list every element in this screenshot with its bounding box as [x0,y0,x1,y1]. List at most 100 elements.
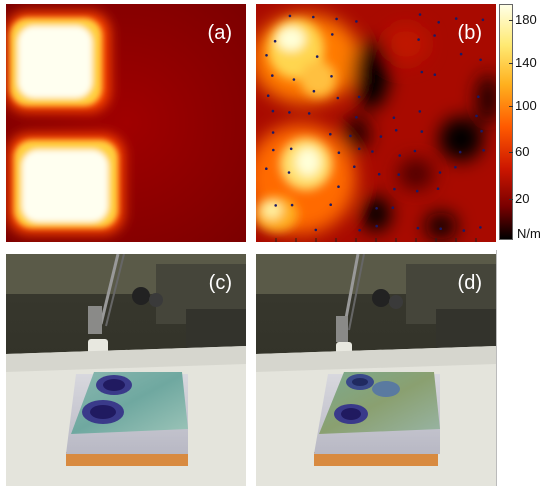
panel-b-heatmap: (b) [256,4,496,242]
sensor-dot [375,224,378,228]
sensor-dot [349,134,352,138]
colorbar-tickmark [509,63,513,64]
sensor-dot [357,95,361,99]
sensor-dot [462,229,466,232]
panel-a-label: (a) [207,22,232,44]
colorbar-unit: N/m [517,226,541,241]
colorbar-tick-180: 180 [515,12,537,27]
colorbar-tick-100: 100 [515,98,537,113]
sensor-dot [289,147,293,151]
sensor-dot [392,116,396,119]
sensor-dot [481,18,485,22]
sensor-dot [288,111,291,114]
sensor-dot [371,150,374,153]
sensor-dot [271,109,275,113]
sensor-dot [329,132,332,136]
panel-d-label: (d) [457,272,482,294]
sensor-dot [415,189,419,193]
sensor-dot [458,150,462,154]
sensor-dot [479,226,482,229]
panel-c-photo: (c) [6,254,246,486]
colorbar-tick-60: 60 [515,144,530,159]
sensor-dot [398,154,401,157]
sensor-dot [436,187,440,190]
sensor-dot [307,112,311,115]
sensor-dot [330,75,333,78]
panel-a-heatmap: (a) [6,4,246,242]
colorbar-gradient [499,4,513,240]
sensor-dot [357,147,361,151]
sensor-dot [437,21,440,24]
sensor-dot [335,17,338,21]
colorbar-tick-140: 140 [515,55,537,70]
sensor-dot [393,187,396,191]
colorbar-tickmark [509,152,513,153]
sensor-dot [337,151,341,154]
panel-divider [496,250,497,486]
sensor-dot [312,15,315,19]
sensor-dot [353,165,356,168]
sensor-dot [271,74,274,77]
sensor-dot [379,135,383,138]
sensor-dot [459,52,463,56]
sensor-dot [417,38,420,41]
sensor-dot [433,73,437,76]
sensor-dot [454,17,458,20]
sensor-dot [272,148,275,152]
sensor-dot [420,70,424,74]
sensor-dot [358,228,361,232]
axis-ticks [275,238,477,242]
sensor-dot [265,167,268,170]
panel-b-label: (b) [457,22,482,44]
sensor-dot [479,58,482,62]
sensor-dot [288,14,292,18]
photo-d-image [256,254,496,486]
sensor-dot [315,55,319,58]
colorbar-tickmark [509,199,513,200]
sensor-dot [336,96,340,100]
sensor-dot [273,39,277,43]
colorbar-tick-20: 20 [515,191,530,206]
sensor-dot [480,129,483,133]
sensor-dot [314,228,318,232]
sensor-dot [475,114,478,118]
sensor-dot [438,171,442,174]
sensor-dot [394,128,398,132]
heatmap-b-image [256,4,496,242]
sensor-dots [265,13,485,232]
sensor-dot [482,149,485,152]
sensor-dot [266,94,270,97]
sensor-dot [439,227,442,230]
sensor-dot [337,185,340,188]
sensor-dot [416,226,420,230]
sensor-dot [287,171,291,174]
sensor-dot [355,20,358,23]
sensor-dot [397,173,401,176]
sensor-dot [477,95,480,98]
sensor-dot [420,130,424,133]
sensor-dot [271,131,275,134]
sensor-dot [454,165,457,169]
sensor-dot [413,149,417,153]
panel-c-label: (c) [208,272,232,294]
sensor-dot [418,110,422,113]
photo-c-image [6,254,246,486]
sensor-dot [377,172,381,176]
sensor-dot [458,35,462,39]
sensor-dot [312,89,316,93]
sensor-dot [292,78,296,81]
sensor-dot [329,203,332,206]
sensor-dot [265,54,268,57]
colorbar: 180 140 100 60 20 N/m [497,4,545,242]
colorbar-tickmark [509,106,513,107]
sensor-dot [274,204,277,207]
sensor-dot [290,203,294,207]
sensor-dot [355,116,358,119]
panel-d-photo: (d) [256,254,496,486]
sensor-dot [391,206,395,209]
colorbar-tickmark [509,20,513,21]
sensor-dot [375,207,378,210]
sensor-dot [331,33,334,36]
heatmap-a-image [6,4,246,242]
sensor-dot [433,34,436,37]
